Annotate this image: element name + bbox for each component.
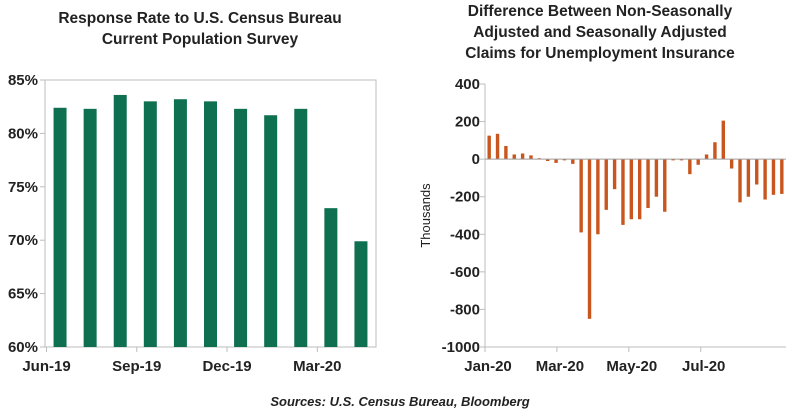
left-y-tick-label: 65% [8,286,38,303]
right-y-tick-label: 200 [455,114,480,131]
right-bar [746,159,751,197]
right-bar [654,159,659,197]
left-chart-title: Response Rate to U.S. Census Bureau Curr… [0,8,400,50]
right-chart-plot: -1000 -800 -600 -400 -200 0 200 400 Thousands Jan… [418,76,786,375]
left-x-tick-label: Dec-19 [202,358,251,375]
right-bar [738,159,742,203]
right-bar [487,135,491,160]
right-bar [763,159,767,200]
right-bar [520,153,525,160]
right-bar [671,159,675,161]
left-bar [113,94,127,348]
right-bar [512,154,516,160]
right-bar [495,133,500,160]
left-chart: Response Rate to U.S. Census Bureau Curr… [0,0,400,395]
right-bar [596,159,600,235]
left-bar [53,107,67,347]
right-bar [587,159,592,319]
right-y-tick-label: -600 [450,264,480,281]
left-y-tick-label: 85% [8,72,38,89]
left-bar [143,101,157,347]
right-bar [729,159,734,169]
left-x-tick-label: Mar-20 [293,358,341,375]
right-y-tick-label: -800 [450,301,480,318]
right-x-tick-label: Jul-20 [682,358,725,375]
right-bar [612,159,617,190]
right-bar [721,120,725,160]
right-bar [646,159,650,208]
right-bar [696,159,700,165]
right-bar [621,159,625,225]
right-bar [571,159,575,164]
right-bar [679,159,684,161]
right-bar [579,159,583,233]
left-y-tick-label: 60% [8,339,38,356]
left-bar [294,108,308,347]
right-bar [562,159,567,161]
right-y-tick-label: -400 [450,226,480,243]
right-chart: Difference Between Non-Seasonally Adjust… [400,0,800,395]
right-y-tick-label: 0 [472,151,480,168]
right-chart-title-line-2: Adjusted and Seasonally Adjusted [473,24,727,41]
right-x-tick-label: Mar-20 [536,358,584,375]
left-y-tick-label: 75% [8,179,38,196]
left-bar [324,208,338,347]
left-bar [204,101,217,347]
right-x-tick-label: Jan-20 [464,358,512,375]
left-x-tick-label: Jun-19 [22,358,70,375]
right-bar [780,159,784,194]
right-y-tick-label: -200 [450,189,480,206]
right-bar [629,159,634,220]
right-chart-title-line-3: Claims for Unemployment Insurance [465,45,735,62]
left-y-tick-label: 80% [8,125,38,142]
left-bar [264,115,278,347]
left-chart-title-line-2: Current Population Survey [101,31,299,48]
right-bar [755,159,759,185]
right-bar [663,159,667,212]
right-bar [713,142,717,160]
right-x-tick-label: May-20 [606,358,657,375]
left-bar [234,108,248,347]
right-bar [529,155,533,160]
right-chart-title-line-1: Difference Between Non-Seasonally [467,3,733,20]
right-bar [554,159,558,163]
right-bar [637,159,642,220]
right-y-tick-label: 400 [455,76,480,93]
left-bar [173,99,187,347]
left-chart-title-line-1: Response Rate to U.S. Census Bureau [58,10,342,27]
left-y-tick-label: 70% [8,232,38,249]
right-bar [546,159,550,162]
left-bar [354,241,368,347]
right-bar [704,154,709,160]
right-bar [504,145,508,160]
left-x-tick-label: Sep-19 [112,358,161,375]
right-bar [771,159,776,195]
left-chart-plot: 60% 65% 70% 75% 80% 85% Jun-19 Sep-19 Dec-19 Mar-… [8,72,377,375]
right-y-axis-title: Thousands [418,183,433,248]
right-y-tick-label: -1000 [442,339,480,356]
left-bar [83,108,97,347]
right-bar [688,159,692,175]
right-bar [604,159,608,210]
source-note: Sources: U.S. Census Bureau, Bloomberg [270,394,530,409]
right-chart-title: Difference Between Non-Seasonally Adjust… [400,1,800,64]
